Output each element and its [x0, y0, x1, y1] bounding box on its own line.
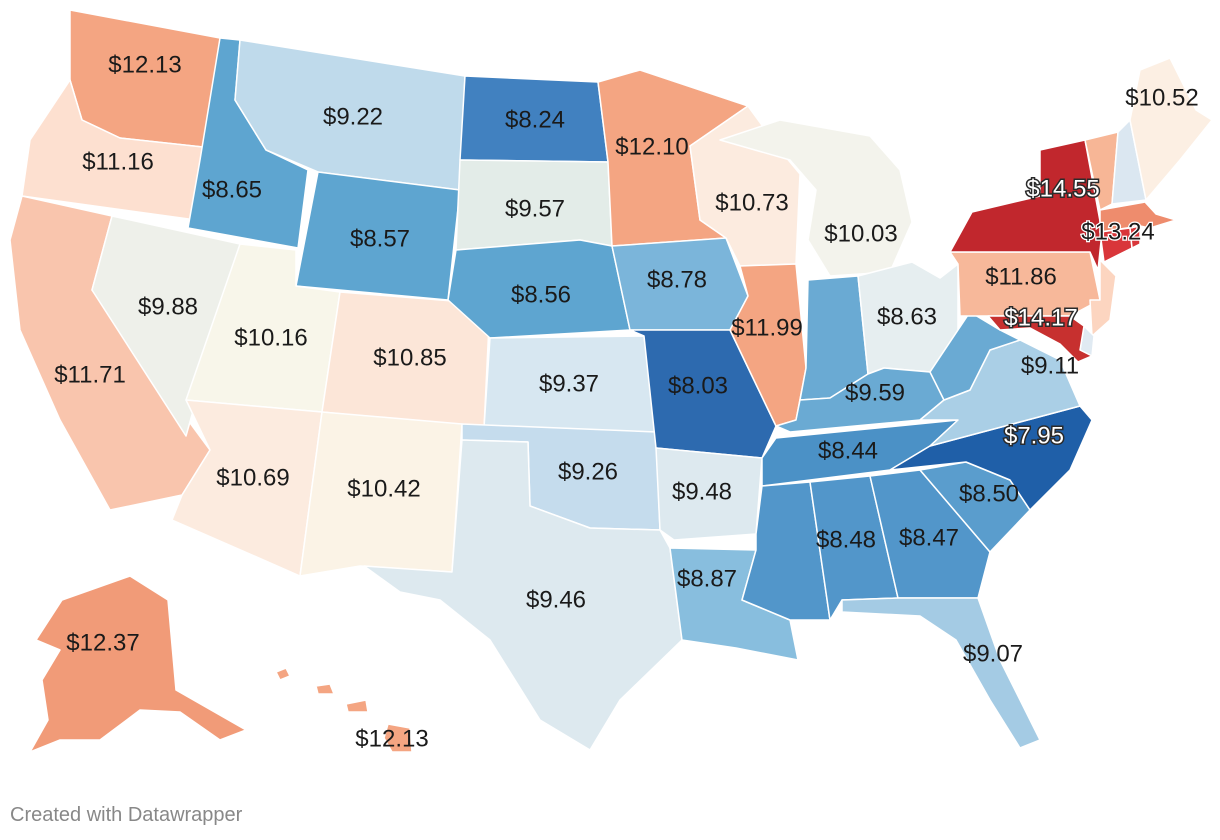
value-label-georgia: $8.47: [899, 525, 959, 552]
state-shapes: [9, 9, 1213, 753]
value-label-colorado: $10.85: [373, 345, 446, 372]
value-label-new-mexico: $10.42: [347, 476, 420, 503]
value-label-minnesota: $12.10: [615, 134, 688, 161]
value-label-kentucky: $9.59: [845, 380, 905, 407]
value-label-arizona: $10.69: [216, 465, 289, 492]
value-label-south-carolina: $8.50: [959, 481, 1019, 508]
value-label-wisconsin: $10.73: [715, 190, 788, 217]
value-label-iowa: $8.78: [647, 267, 707, 294]
us-choropleth-map: $12.13 $11.16 $11.71 $8.65 $9.88 $9.22 $…: [9, 9, 1213, 753]
value-label-tennessee: $8.44: [818, 438, 878, 465]
value-label-kansas: $9.37: [539, 371, 599, 398]
value-label-texas: $9.46: [526, 587, 586, 614]
value-label-wyoming: $8.57: [350, 226, 410, 253]
value-label-illinois: $11.99: [731, 315, 803, 342]
state-florida[interactable]: [841, 597, 1041, 749]
value-label-michigan: $10.03: [824, 221, 897, 248]
state-texas[interactable]: [363, 439, 683, 751]
value-label-north-dakota: $8.24: [505, 107, 565, 134]
state-hawaii-3[interactable]: [345, 699, 369, 713]
state-maine[interactable]: [1129, 57, 1213, 201]
value-label-california: $11.71: [54, 362, 126, 389]
value-label-nevada: $9.88: [138, 294, 198, 321]
value-label-missouri: $8.03: [668, 373, 728, 400]
state-massachusetts[interactable]: [1099, 201, 1177, 233]
value-label-ohio: $8.63: [877, 304, 937, 331]
value-label-alabama: $8.48: [816, 527, 876, 554]
value-label-virginia: $9.11: [1021, 353, 1079, 380]
datawrapper-credit[interactable]: Created with Datawrapper: [10, 804, 243, 826]
state-north-carolina[interactable]: [889, 405, 1093, 511]
value-label-south-dakota: $9.57: [505, 196, 565, 223]
state-nevada[interactable]: [91, 215, 241, 437]
value-label-pennsylvania: $11.86: [985, 264, 1057, 291]
value-label-oregon: $11.16: [82, 149, 154, 176]
state-hawaii-2[interactable]: [315, 683, 335, 695]
value-label-arkansas: $9.48: [672, 479, 732, 506]
value-label-maryland: $14.17: [1004, 305, 1077, 332]
value-label-montana: $9.22: [323, 104, 383, 131]
state-georgia[interactable]: [869, 469, 991, 599]
state-alaska[interactable]: [29, 575, 247, 753]
value-label-florida: $9.07: [963, 641, 1023, 668]
state-value-labels: $12.13 $11.16 $11.71 $8.65 $9.88 $9.22 $…: [54, 52, 1199, 753]
value-label-idaho: $8.65: [202, 177, 262, 204]
state-west-virginia[interactable]: [929, 311, 1021, 401]
value-label-north-carolina: $7.95: [1004, 423, 1064, 450]
value-label-new-york: $14.55: [1026, 176, 1099, 203]
state-new-york[interactable]: [949, 139, 1103, 271]
value-label-utah: $10.16: [234, 325, 307, 352]
value-label-massachusetts: $13.24: [1081, 219, 1154, 246]
state-arkansas[interactable]: [655, 447, 763, 541]
state-maryland[interactable]: [987, 315, 1093, 363]
value-label-nebraska: $8.56: [511, 282, 571, 309]
value-label-washington: $12.13: [108, 52, 181, 79]
state-hawaii-4[interactable]: [383, 723, 413, 753]
value-label-oklahoma: $9.26: [558, 459, 618, 486]
value-label-hawaii: $12.13: [355, 726, 428, 753]
value-label-louisiana: $8.87: [677, 566, 737, 593]
value-label-alaska: $12.37: [66, 630, 139, 657]
state-hawaii-1[interactable]: [275, 667, 291, 681]
value-label-maine: $10.52: [1125, 85, 1198, 112]
